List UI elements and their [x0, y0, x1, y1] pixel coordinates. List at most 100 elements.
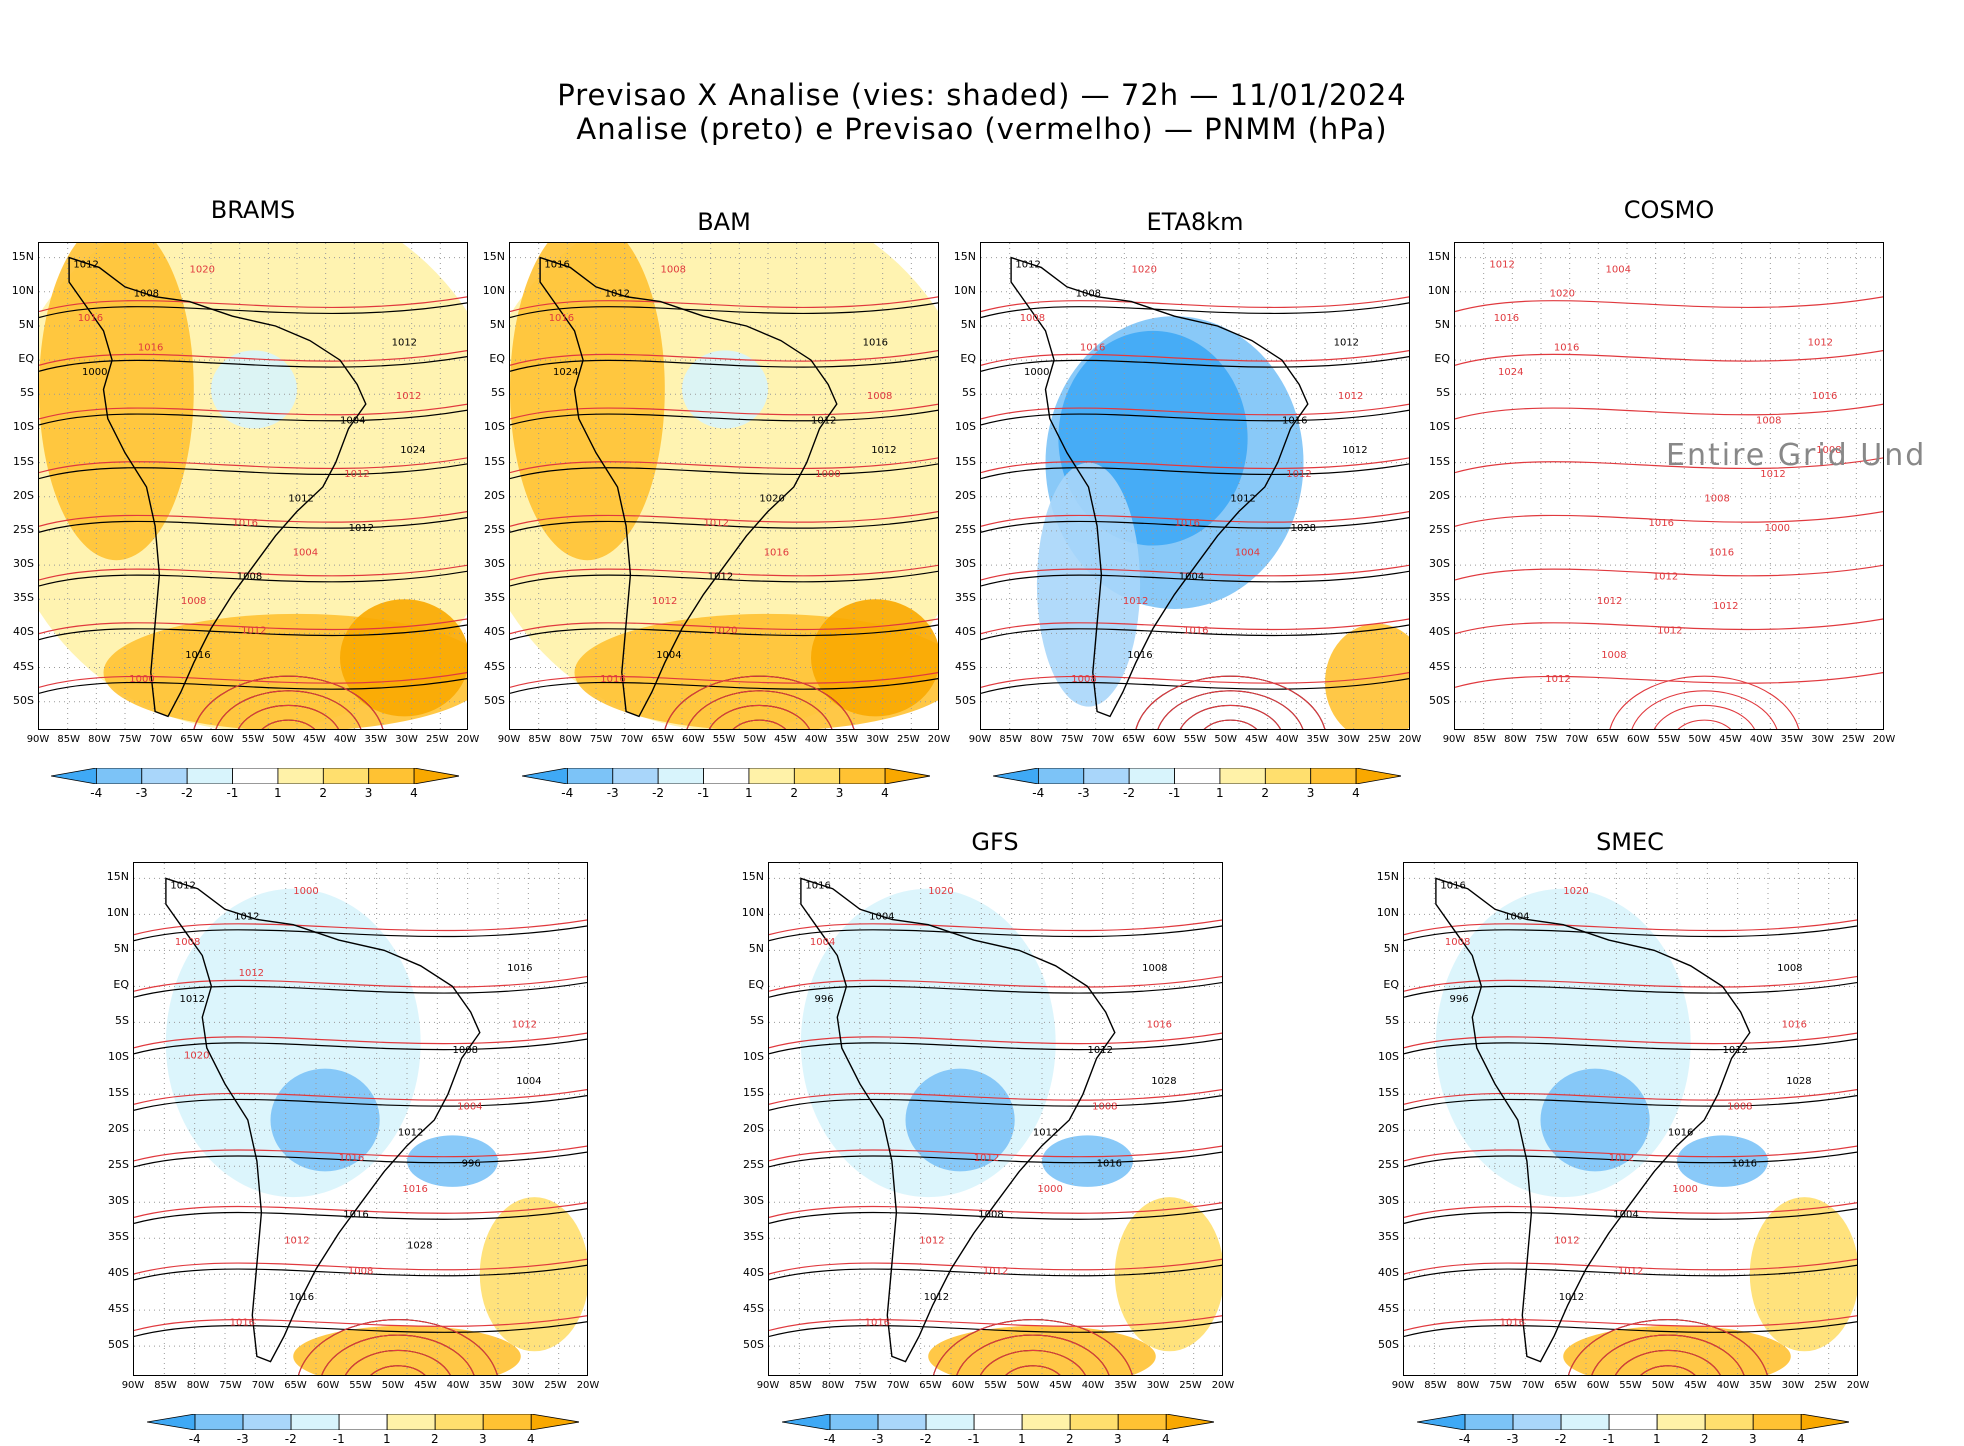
contour-label: 1012 [1618, 1266, 1643, 1277]
analysis-isobar [769, 1321, 1222, 1338]
contour-label: 1024 [1498, 367, 1523, 378]
contour-label: 1012 [396, 391, 421, 402]
contour-label: 1028 [1291, 523, 1316, 534]
lon-tick-label: 30W [1146, 1380, 1170, 1391]
lon-tick-label: 65W [651, 734, 674, 745]
colorbar-label: 2 [1700, 1432, 1709, 1446]
lon-tick-label: 50W [1016, 1380, 1040, 1391]
forecast-isobar [1455, 672, 1883, 688]
lon-tick-label: 55W [241, 734, 265, 745]
contour-label: 1024 [553, 367, 578, 378]
lat-tick-label: 15S [13, 454, 34, 468]
lon-tick-label: 80W [559, 734, 582, 745]
bias-shade-pos [1114, 1197, 1222, 1352]
analysis-isobar [1404, 1321, 1857, 1338]
colorbar-swatch [612, 767, 659, 785]
lat-tick-label: 35S [484, 591, 505, 605]
contour-label: 1008 [175, 937, 200, 948]
forecast-isobar [1455, 457, 1883, 474]
bias-shade-pos-strong [1563, 1325, 1791, 1375]
colorbar-label: -1 [1602, 1432, 1615, 1446]
analysis-isobar [510, 409, 938, 426]
forecast-isobar [134, 1145, 587, 1162]
contour-label: 1020 [759, 494, 784, 505]
contour-label: 1012 [180, 994, 205, 1005]
colorbar-swatch [793, 767, 841, 785]
contour-label: 1012 [811, 416, 836, 427]
contour-label: 1028 [1151, 1076, 1176, 1087]
forecast-isobar [1455, 296, 1883, 313]
lon-tick-label: 45W [414, 1380, 437, 1391]
coastline [1010, 256, 1309, 718]
low-pressure-isobar [708, 704, 810, 729]
colorbar-swatch [194, 1413, 244, 1431]
colorbar-label: 2 [1065, 1432, 1074, 1446]
lon-tick-label: 40W [333, 734, 357, 745]
forecast-isobar [769, 975, 1222, 992]
contour-label: 1020 [928, 886, 953, 897]
colorbar-swatch [530, 1413, 579, 1431]
forecast-isobar [1404, 919, 1857, 936]
contour-label: 1000 [82, 367, 107, 378]
low-pressure-isobar [664, 675, 855, 729]
contour-label: 1020 [190, 264, 215, 275]
colorbar-label: 2 [790, 786, 799, 800]
low-pressure-isobar [1157, 690, 1304, 729]
colorbar-swatch [141, 767, 188, 785]
colorbar-swatch [1464, 1413, 1514, 1431]
colorbar-swatch [232, 767, 279, 785]
contour-label: 1004 [1504, 912, 1529, 923]
lat-tick-label: 10N [1427, 283, 1450, 297]
low-pressure-isobar [1005, 1365, 1061, 1375]
contour-label: 1016 [1175, 518, 1200, 529]
analysis-isobar [510, 516, 938, 533]
contour-label: 1016 [289, 1292, 314, 1303]
contour-label: 1008 [181, 596, 206, 607]
lat-tick-label: 10S [1378, 1050, 1399, 1064]
coastline [1435, 877, 1751, 1363]
contour-label: 1008 [453, 1045, 478, 1056]
analysis-isobar [981, 409, 1409, 426]
colorbar-label: -2 [919, 1432, 932, 1446]
contour-label: 996 [1450, 994, 1469, 1005]
contour-label: 1016 [865, 1318, 890, 1329]
lat-tick-label: 35S [13, 591, 34, 605]
forecast-isobar [1455, 564, 1883, 581]
contour-label: 1016 [863, 338, 888, 349]
forecast-isobar [510, 510, 938, 527]
forecast-isobar [39, 672, 467, 688]
colorbar-eta8km [992, 767, 1402, 785]
analysis-isobar [769, 981, 1222, 998]
lat-tick-label: 45S [1378, 1302, 1399, 1316]
panel-title-cosmo: COSMO [1623, 196, 1715, 224]
map-canvas-model5: 1012 1016 1016 1012 1008 1016 1012 1008 1016 1012… [134, 863, 587, 1375]
analysis-isobar [510, 463, 938, 480]
lon-tick-label: 55W [349, 1380, 372, 1391]
contour-label: 1008 [348, 1266, 373, 1277]
lat-tick-label: 15S [108, 1086, 129, 1100]
lon-tick-label: 65W [180, 734, 203, 745]
colorbar-swatch [781, 1413, 831, 1431]
contour-label: 1008 [1704, 494, 1729, 505]
colorbar-label: 4 [1352, 786, 1360, 800]
map-bam: 1016 1012 1016 1012 1012 1016 1020 1016 1012 1008… [509, 242, 939, 730]
panel-title-smec: SMEC [1596, 828, 1664, 856]
lat-tick-label: 45S [955, 659, 976, 673]
forecast-isobar [1455, 349, 1883, 366]
lon-tick-label: 25W [1841, 734, 1865, 745]
lon-tick-label: 35W [1749, 1380, 1772, 1391]
contour-label: 1020 [712, 625, 737, 636]
colorbar-label: 2 [319, 786, 328, 800]
contour-label: 1012 [1554, 1235, 1579, 1246]
low-pressure-isobar [321, 1334, 475, 1375]
contour-label: 1008 [1816, 445, 1841, 456]
contour-label: 1012 [239, 968, 264, 979]
analysis-isobar [510, 302, 938, 319]
lat-tick-label: 25S [13, 522, 34, 536]
forecast-isobar [510, 296, 938, 313]
colorbar-swatch [338, 1413, 388, 1431]
lat-tick-label: 30S [1429, 557, 1450, 571]
contour-label: 1008 [1076, 289, 1101, 300]
forecast-isobar [510, 349, 938, 366]
lon-tick-label: 55W [712, 734, 736, 745]
